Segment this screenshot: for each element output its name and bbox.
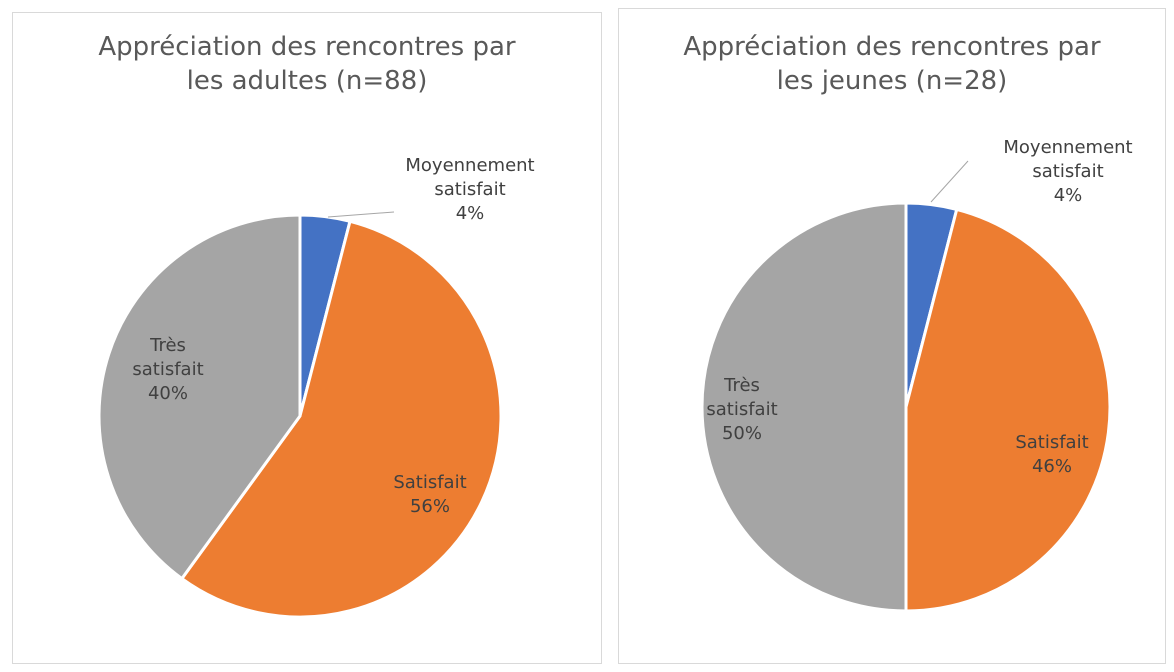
pie-slice [97,213,302,581]
leader-line [327,211,395,218]
data-label-value: 56% [409,496,450,517]
data-label: Très satisfait 50% [687,374,797,446]
data-label: Moyennement satisfait 4% [395,154,545,226]
data-label-value: 46% [1031,456,1072,477]
data-label: Moyennement satisfait 4% [973,136,1163,208]
data-label-value: 4% [1053,185,1083,206]
data-label: Satisfait 56% [370,471,490,519]
data-label-value: 4% [455,203,485,224]
data-label-category: Très satisfait [706,375,778,420]
pie-slice [179,219,503,619]
data-label-value: 40% [147,383,188,404]
data-label-category: Satisfait [1015,432,1089,453]
data-label: Très satisfait 40% [113,334,223,406]
leader-line [930,160,969,203]
chart-frame [618,8,1166,664]
pie-slice [700,201,908,613]
chart-title: Appréciation des rencontres par les jeun… [683,32,1101,96]
data-label-category: Très satisfait [132,335,204,380]
pie-slice [904,207,1112,613]
chart-frame [12,12,602,664]
data-label: Satisfait 46% [992,431,1112,479]
chart-title: Appréciation des rencontres par les adul… [98,32,516,96]
data-label-category: Moyennement satisfait [405,155,535,200]
data-label-category: Moyennement satisfait [1003,137,1133,182]
data-label-value: 50% [721,423,762,444]
data-label-category: Satisfait [393,472,467,493]
